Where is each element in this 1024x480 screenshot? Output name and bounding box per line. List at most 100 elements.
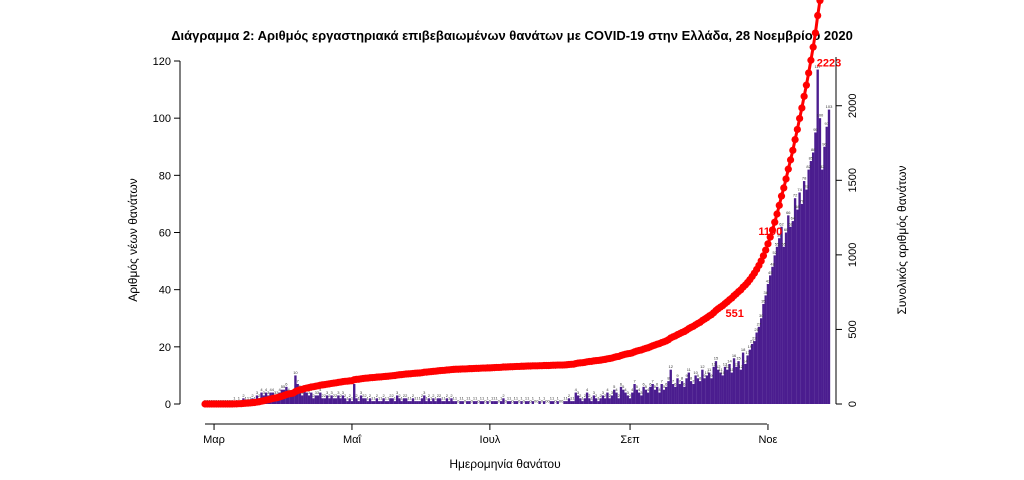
bar: [594, 398, 598, 404]
cumulative-point: [814, 11, 822, 20]
bar-value-label: 2: [382, 393, 385, 398]
bar: [746, 355, 749, 404]
bar-value-label: 3: [315, 390, 318, 395]
bar-value-label: 14: [727, 358, 732, 363]
bar: [793, 198, 797, 404]
bar-value-label: 8: [681, 376, 684, 381]
bar-value-label: 52: [773, 250, 778, 255]
bar-value-label: 74: [797, 187, 802, 192]
bar-value-label: 2: [242, 393, 245, 398]
bar-value-label: 3: [640, 390, 643, 395]
bar: [823, 146, 826, 404]
bar-value-label: 2: [618, 393, 621, 398]
bar-value-label: 1: [358, 396, 361, 401]
bar: [626, 395, 629, 404]
bar: [524, 401, 528, 404]
bar-value-label: 1: [557, 396, 560, 401]
bar: [425, 401, 428, 404]
bar-value-label: 5: [663, 384, 666, 389]
bar: [330, 395, 333, 404]
bar-value-label: 0: [464, 399, 467, 404]
bar: [323, 398, 327, 404]
bar: [423, 395, 426, 404]
bar: [551, 401, 555, 404]
bar: [791, 221, 795, 404]
bar-value-label: 10: [693, 370, 698, 375]
bar-value-label: 2: [349, 393, 352, 398]
bar-value-label: 2: [584, 393, 587, 398]
bar-value-label: 4: [658, 387, 661, 392]
bar-value-label: 11: [707, 367, 712, 372]
bar-value-label: 2: [312, 393, 315, 398]
bar-value-label: 6: [656, 381, 659, 386]
bar-value-label: 2: [376, 393, 379, 398]
bar: [472, 401, 476, 404]
bar: [373, 401, 376, 404]
bar: [355, 398, 358, 404]
x-tick-label: Μαΐ: [343, 434, 362, 446]
bar-value-label: 3: [577, 390, 580, 395]
bar-value-label: 2: [321, 393, 324, 398]
bar-value-label: 82: [820, 164, 825, 169]
bar: [459, 401, 462, 404]
bar: [445, 398, 449, 404]
bar: [581, 401, 584, 404]
bar-value-label: 117: [815, 64, 822, 69]
bar-value-label: 2: [428, 393, 431, 398]
bar-value-label: 4: [265, 387, 268, 392]
bar-value-label: 5: [281, 384, 284, 389]
bar: [759, 318, 763, 404]
bar-value-label: 7: [661, 378, 664, 383]
bar-value-label: 1: [480, 396, 483, 401]
bar-value-label: 1: [493, 396, 496, 401]
bar-value-label: 95: [813, 127, 818, 132]
bar: [346, 401, 349, 404]
bar-value-label: 3: [342, 390, 345, 395]
bar: [707, 372, 711, 404]
bar-value-label: 2: [328, 393, 331, 398]
bar: [316, 395, 320, 404]
bar: [755, 332, 758, 404]
bar: [651, 383, 654, 404]
bar-value-label: 5: [622, 384, 625, 389]
y-tick-label: 100: [153, 113, 171, 125]
bar-value-label: 1: [525, 396, 528, 401]
bar-value-label: 1: [566, 396, 569, 401]
bar-value-label: 1: [346, 396, 349, 401]
bar-value-label: 30: [759, 313, 764, 318]
bar-value-label: 8: [699, 376, 702, 381]
bar-value-label: 2: [412, 393, 415, 398]
bar-value-label: 6: [665, 381, 668, 386]
bar: [513, 401, 516, 404]
bar: [549, 401, 553, 404]
bar: [753, 341, 756, 404]
bar-value-label: 1: [509, 396, 512, 401]
bar: [642, 386, 645, 404]
cumulative-point: [766, 233, 774, 241]
bar-value-label: 7: [672, 378, 675, 383]
bar-value-label: 11: [718, 367, 723, 372]
bar: [719, 372, 722, 404]
bar-value-label: 1: [543, 396, 546, 401]
bar: [583, 398, 587, 404]
bar: [694, 375, 697, 404]
bar-value-label: 6: [620, 381, 623, 386]
bar-value-label: 1: [527, 396, 530, 401]
bar-value-label: 5: [613, 384, 616, 389]
bar: [787, 215, 790, 404]
bar-value-label: 72: [793, 193, 798, 198]
bar-value-label: 4: [615, 387, 618, 392]
bar: [789, 226, 792, 404]
bar: [775, 246, 779, 404]
cumulative-point: [816, 0, 824, 5]
bar-value-label: 4: [269, 387, 272, 392]
bar-value-label: 3: [276, 390, 279, 395]
bar-value-label: 3: [256, 390, 259, 395]
bar-value-label: 16: [732, 353, 737, 358]
bar: [800, 203, 804, 404]
bar-value-label: 3: [423, 390, 426, 395]
bar: [402, 398, 406, 404]
bar-labels-group: 0000000000000101021112132434344334556433…: [204, 64, 833, 403]
bar-value-label: 1: [550, 396, 553, 401]
bar: [667, 381, 670, 404]
